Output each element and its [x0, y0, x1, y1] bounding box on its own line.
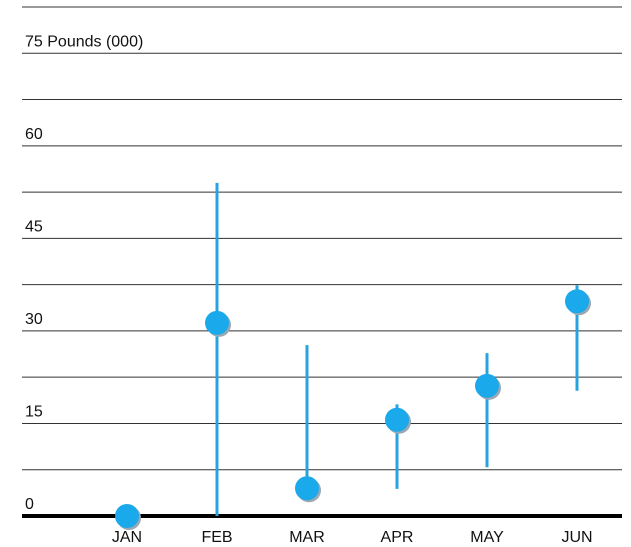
y-tick-label: 0	[25, 496, 34, 513]
dot	[385, 407, 409, 432]
x-tick-label: APR	[381, 529, 414, 546]
dot	[205, 310, 229, 335]
y-tick-label: 75 Pounds (000)	[25, 33, 143, 50]
dot	[475, 373, 499, 398]
x-tick-label: MAR	[289, 529, 325, 546]
x-tick-label: FEB	[201, 529, 232, 546]
y-tick-label: 60	[25, 126, 43, 143]
y-tick-label: 45	[25, 218, 43, 235]
x-tick-label: MAY	[470, 529, 504, 546]
y-tick-label: 30	[25, 311, 43, 328]
x-tick-label: JUN	[561, 529, 592, 546]
x-tick-label: JAN	[112, 529, 142, 546]
dot	[295, 476, 319, 501]
dot	[115, 504, 139, 528]
y-tick-label: 15	[25, 403, 43, 420]
dot	[565, 289, 589, 314]
